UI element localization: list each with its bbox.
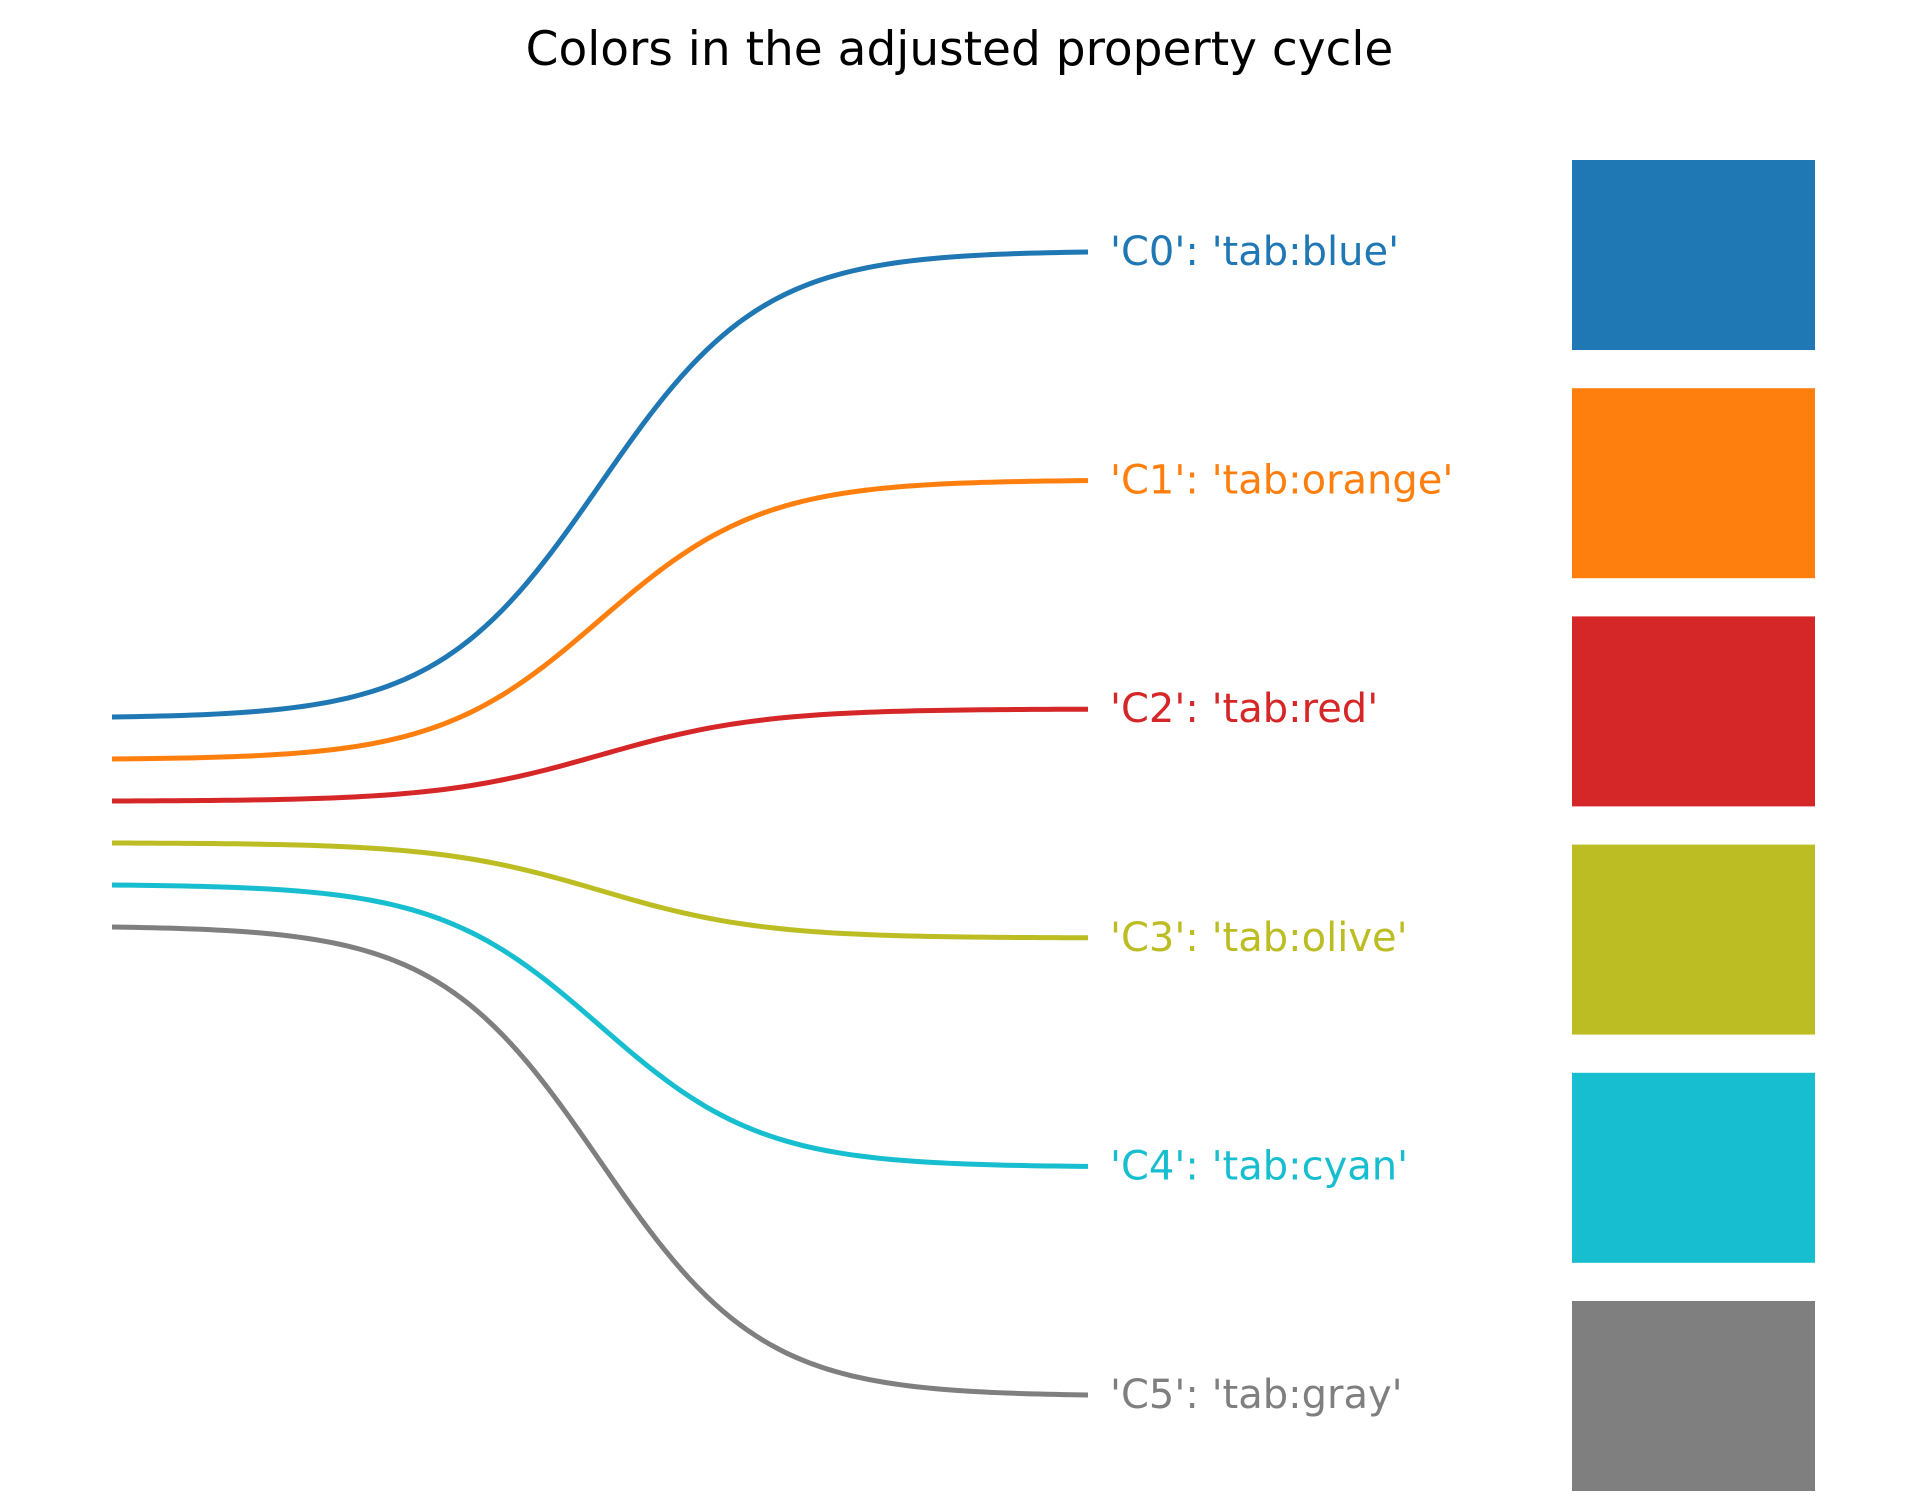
series-line-c5 <box>111 924 1089 1398</box>
color-swatch-c1 <box>1572 388 1815 579</box>
series-label-c4: 'C4': 'tab:cyan' <box>1110 1143 1408 1189</box>
color-swatch-c3 <box>1572 844 1815 1035</box>
color-swatch-c5 <box>1572 1301 1815 1491</box>
series-label-c3: 'C3': 'tab:olive' <box>1110 915 1408 961</box>
color-swatch-c2 <box>1572 616 1815 807</box>
series-line-c0 <box>111 249 1089 720</box>
series-label-c1: 'C1': 'tab:orange' <box>1110 458 1453 504</box>
series-label-c0: 'C0': 'tab:blue' <box>1110 229 1399 275</box>
series-line-c3 <box>111 840 1089 941</box>
color-swatch-c4 <box>1572 1072 1815 1263</box>
series-label-c5: 'C5': 'tab:gray' <box>1110 1372 1403 1418</box>
series-line-c4 <box>111 882 1089 1169</box>
series-line-c2 <box>111 706 1089 804</box>
series-label-c2: 'C2': 'tab:red' <box>1110 686 1378 732</box>
chart-title: Colors in the adjusted property cycle <box>525 22 1394 77</box>
series-line-c1 <box>111 478 1089 762</box>
color-swatch-c0 <box>1572 160 1815 350</box>
